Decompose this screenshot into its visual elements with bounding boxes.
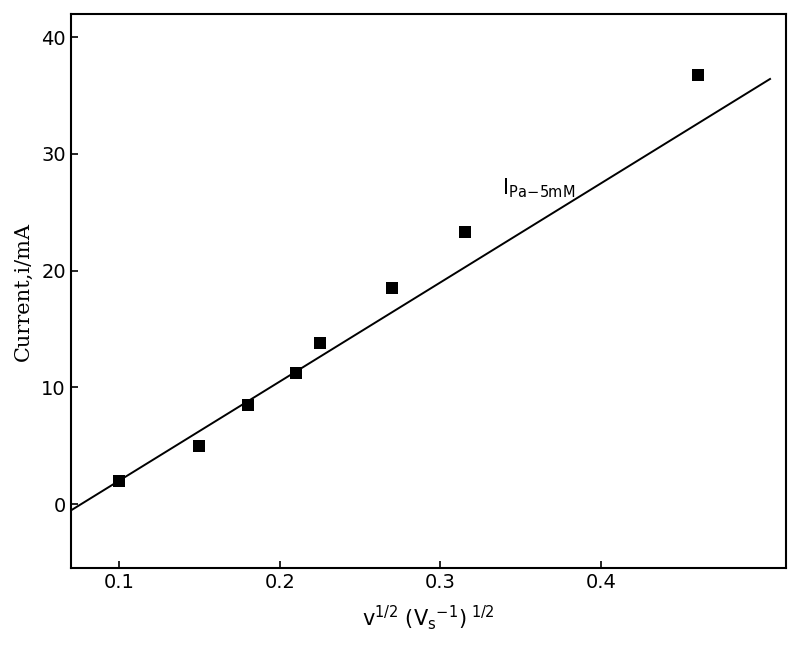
Point — [290, 368, 302, 379]
X-axis label: $\mathrm{v}^{1/2}\ \mathrm{(V}_\mathrm{s}\mathrm{^{-1})^{\ 1/2}}$: $\mathrm{v}^{1/2}\ \mathrm{(V}_\mathrm{s… — [362, 603, 495, 632]
Point — [691, 69, 704, 79]
Point — [314, 338, 326, 348]
Point — [386, 283, 398, 293]
Y-axis label: Current,i/mA: Current,i/mA — [14, 222, 33, 360]
Point — [458, 227, 471, 237]
Text: $\mathrm{I}_{\mathrm{Pa\!-\!5mM}}$: $\mathrm{I}_{\mathrm{Pa\!-\!5mM}}$ — [502, 177, 574, 200]
Point — [113, 475, 126, 486]
Point — [193, 441, 206, 451]
Point — [241, 400, 254, 410]
